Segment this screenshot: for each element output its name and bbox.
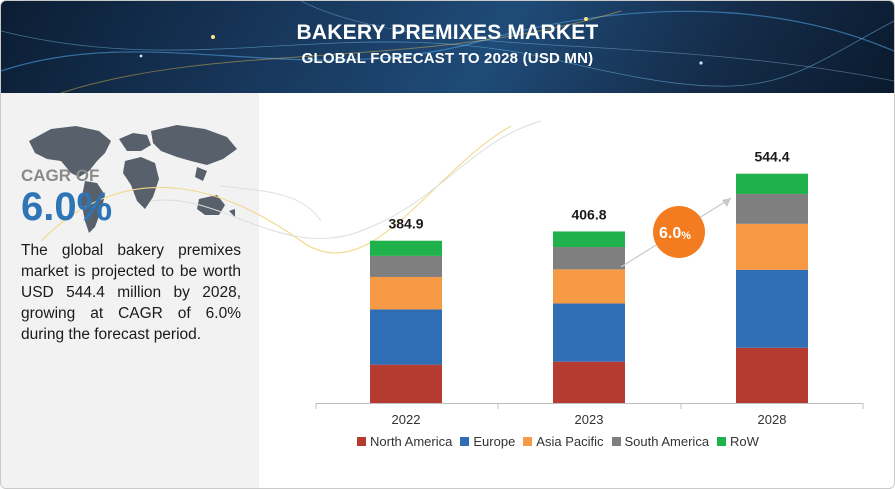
legend-label: RoW bbox=[730, 434, 759, 449]
bar-segment-asia-pacific-2028 bbox=[736, 223, 808, 270]
legend-item-north-america: North America bbox=[357, 434, 452, 449]
x-tick-label: 2028 bbox=[758, 412, 787, 427]
bar-segment-row-2023 bbox=[553, 231, 625, 248]
legend-item-row: RoW bbox=[717, 434, 759, 449]
legend-label: South America bbox=[624, 434, 710, 449]
legend-swatch bbox=[357, 437, 366, 446]
cagr-badge: 6.0% bbox=[653, 206, 705, 258]
bar-total-label: 544.4 bbox=[754, 149, 789, 165]
bar-segment-asia-pacific-2023 bbox=[553, 269, 625, 304]
bar-segment-south-america-2023 bbox=[553, 247, 625, 270]
legend-swatch bbox=[523, 437, 533, 446]
bar-segment-south-america-2022 bbox=[370, 255, 442, 277]
bar-total-label: 384.9 bbox=[388, 216, 423, 232]
banner-light-streaks bbox=[1, 1, 894, 93]
bar-segment-north-america-2028 bbox=[736, 347, 808, 403]
legend-swatch bbox=[611, 437, 621, 446]
cagr-badge-circle bbox=[653, 206, 705, 258]
bar-segment-north-america-2022 bbox=[370, 364, 442, 403]
summary-description: The global bakery premixes market is pro… bbox=[21, 242, 241, 343]
cagr-value: 6.0% bbox=[21, 185, 113, 229]
world-map-icon bbox=[29, 125, 237, 233]
bar-segment-row-2028 bbox=[736, 173, 808, 194]
bar-segment-europe-2023 bbox=[553, 303, 625, 362]
chart-axes bbox=[315, 403, 864, 409]
chart-legend: North America Europe Asia Pacific South … bbox=[357, 434, 759, 449]
x-tick-label: 2022 bbox=[392, 412, 421, 427]
bar-segment-europe-2028 bbox=[736, 269, 808, 348]
decor-curves bbox=[40, 120, 542, 254]
legend-label: Asia Pacific bbox=[536, 434, 604, 449]
legend-label: North America bbox=[370, 434, 453, 449]
chart-subtitle: GLOBAL FORECAST TO 2028 (USD MN) bbox=[301, 50, 594, 67]
bar-total-label: 406.8 bbox=[571, 206, 606, 222]
svg-text:6.0%: 6.0% bbox=[659, 225, 691, 242]
bar-segment-europe-2022 bbox=[370, 309, 442, 365]
chart-bars bbox=[370, 173, 808, 403]
legend-swatch bbox=[460, 437, 470, 446]
cagr-badge-value: 6.0 bbox=[659, 225, 681, 242]
chart-tick-labels: 2022 2023 2028 bbox=[392, 412, 787, 427]
bar-segment-row-2022 bbox=[370, 240, 442, 256]
chart-labels: 384.9 406.8 544.4 bbox=[388, 149, 789, 232]
bar-segment-north-america-2023 bbox=[553, 361, 625, 403]
bar-segment-south-america-2028 bbox=[736, 193, 808, 224]
legend-item-south-america: South America bbox=[611, 434, 710, 449]
legend-item-asia-pacific: Asia Pacific bbox=[523, 434, 604, 449]
chart-title: BAKERY PREMIXES MARKET bbox=[296, 21, 599, 44]
bar-segment-asia-pacific-2022 bbox=[370, 276, 442, 310]
cagr-badge-unit: % bbox=[681, 230, 691, 242]
cagr-label: CAGR OF bbox=[21, 166, 100, 185]
legend-item-europe: Europe bbox=[460, 434, 515, 449]
x-tick-label: 2023 bbox=[575, 412, 604, 427]
legend-label: Europe bbox=[473, 434, 516, 449]
legend-swatch bbox=[717, 437, 727, 446]
header-banner: BAKERY PREMIXES MARKET GLOBAL FORECAST T… bbox=[1, 1, 894, 93]
